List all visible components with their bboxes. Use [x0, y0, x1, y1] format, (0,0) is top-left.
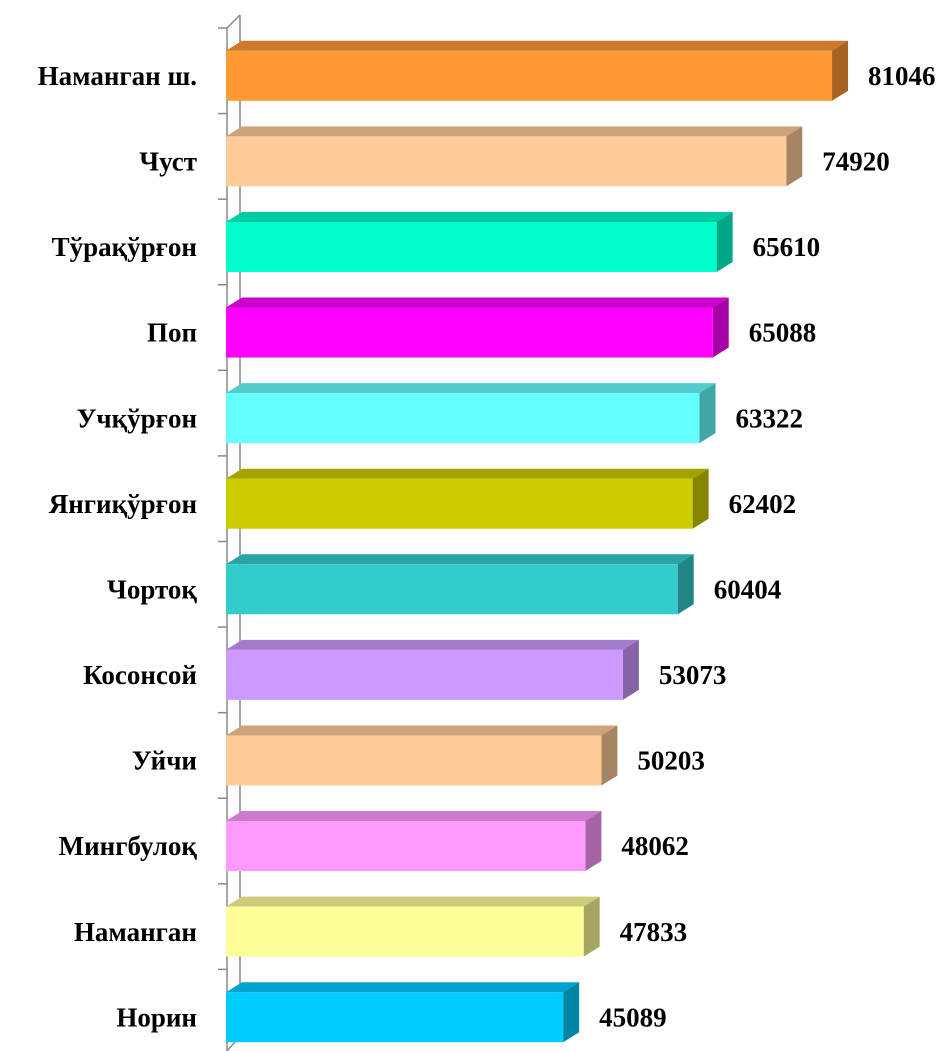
category-label: Поп: [147, 318, 197, 348]
bar-side: [832, 40, 849, 101]
bar-side: [563, 982, 580, 1043]
bar-side: [583, 896, 600, 957]
bar-top: [226, 297, 729, 308]
bar: [226, 821, 586, 872]
bar: [226, 906, 584, 957]
bar: [226, 649, 623, 700]
bar-side: [712, 297, 729, 358]
bar-side: [677, 554, 694, 615]
bar-top: [226, 639, 639, 650]
category-label: Наманган ш.: [38, 61, 197, 91]
value-label: 74920: [822, 147, 890, 177]
category-label: Учқўрғон: [77, 403, 197, 433]
bar-top: [226, 211, 733, 222]
category-label: Норин: [116, 1002, 197, 1032]
bar-side: [699, 383, 716, 444]
category-label: Чуст: [139, 147, 197, 177]
value-label: 47833: [620, 917, 688, 947]
bar: [226, 221, 717, 272]
bar-side: [585, 811, 602, 872]
value-label: 48062: [621, 831, 689, 861]
bar-top: [226, 896, 600, 907]
value-label: 63322: [736, 403, 804, 433]
bar-top: [226, 811, 602, 822]
bar: [226, 478, 693, 529]
bar-top: [226, 468, 709, 479]
bar: [226, 992, 564, 1043]
bar-top: [226, 383, 716, 394]
value-label: 65610: [753, 232, 821, 262]
bar: [226, 136, 787, 187]
category-label: Чортоқ: [107, 574, 197, 604]
bar-side: [622, 639, 639, 700]
bar-top: [226, 554, 694, 565]
bar: [226, 564, 678, 615]
category-label: Янгиқўрғон: [49, 489, 197, 519]
bar: [226, 393, 700, 444]
value-label: 62402: [729, 489, 797, 519]
bar-top: [226, 40, 849, 51]
category-label: Тўрақўрғон: [52, 232, 197, 262]
bar-top: [226, 725, 618, 736]
bar-top: [226, 126, 803, 137]
wall-top-edge: [226, 14, 241, 29]
bar: [226, 735, 602, 786]
bar: [226, 50, 833, 101]
category-label: Мингбулоқ: [59, 831, 198, 861]
value-label: 60404: [714, 574, 782, 604]
bar-side: [692, 468, 709, 529]
bar-side: [786, 126, 803, 187]
bar-side: [601, 725, 618, 786]
value-label: 50203: [637, 746, 705, 776]
bar: [226, 307, 713, 358]
value-label: 45089: [599, 1002, 667, 1032]
category-label: Наманган: [74, 917, 197, 947]
category-label: Косонсой: [83, 660, 197, 690]
value-label: 81046: [868, 61, 936, 91]
value-label: 53073: [659, 660, 727, 690]
bar-side: [716, 211, 733, 272]
value-label: 65088: [749, 318, 817, 348]
category-label: Уйчи: [132, 746, 197, 776]
bar-top: [226, 982, 580, 993]
